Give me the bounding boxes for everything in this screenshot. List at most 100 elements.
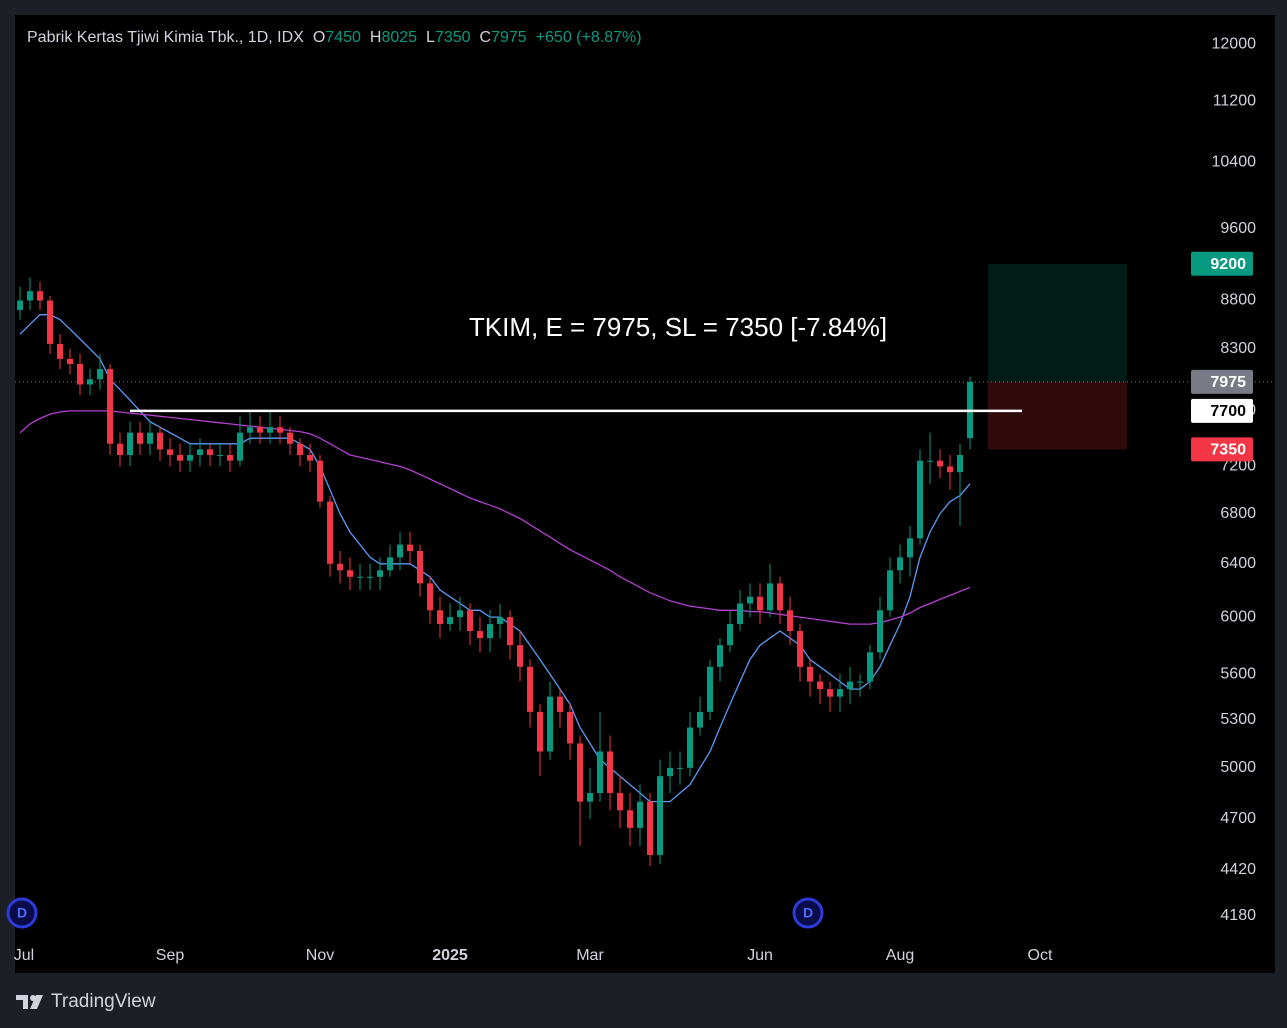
y-tick-label: 7200 (1220, 458, 1256, 475)
candle-body (547, 696, 553, 752)
ohlc-value: 7975 (491, 29, 527, 46)
candle-body (307, 455, 313, 461)
brand-logo (16, 995, 43, 1009)
candle-body (637, 801, 643, 828)
candle-body (567, 711, 573, 744)
y-tick-label: 5000 (1220, 759, 1256, 776)
candle-body (417, 550, 423, 584)
y-tick-label: 5600 (1220, 665, 1256, 682)
candle-body (327, 501, 333, 564)
candle-body (877, 610, 883, 653)
candle-body (447, 617, 453, 625)
symbol: Pabrik Kertas Tjiwi Kimia Tbk., 1D, IDX (27, 29, 304, 46)
stop-price-tag-box (1191, 437, 1253, 462)
x-tick-label: Aug (886, 947, 914, 964)
y-tick-label: 4420 (1220, 861, 1256, 878)
candle-body (687, 727, 693, 768)
candle-body (267, 427, 273, 433)
candle-body (137, 432, 143, 444)
candle-body (607, 751, 613, 794)
y-tick-label: 6400 (1220, 555, 1256, 572)
ohlc-label: O (312, 29, 326, 46)
candle-body (17, 300, 23, 310)
candle-body (97, 369, 103, 380)
candle-body (147, 432, 153, 444)
candle-body (117, 443, 123, 456)
candle-body (317, 460, 323, 502)
footer[interactable]: TradingView (16, 990, 156, 1014)
candle-body (207, 449, 213, 456)
candle-body (247, 427, 253, 433)
candle-body (497, 617, 503, 625)
candle-body (747, 596, 753, 604)
candle-body (107, 369, 113, 444)
candle-body (127, 432, 133, 456)
candle-body (347, 570, 353, 577)
candle-body (397, 544, 403, 558)
candle-body (887, 570, 893, 611)
legend-header: Pabrik Kertas Tjiwi Kimia Tbk., 1D, IDX O… (27, 29, 642, 47)
candle-body (677, 767, 683, 769)
candle-body (817, 681, 823, 690)
candle-body (237, 432, 243, 461)
candle-body (927, 460, 933, 462)
candle-body (917, 460, 923, 539)
x-tick-label: Sep (156, 947, 185, 964)
candle-body (867, 652, 873, 682)
candle-body (287, 432, 293, 444)
candle-body (827, 689, 833, 697)
candle-body (47, 300, 53, 344)
candle-body (297, 443, 303, 456)
candle-body (67, 358, 73, 364)
target-price-tag-box (1191, 251, 1253, 276)
event-marker: D (792, 897, 824, 929)
moving-average (19, 314, 971, 803)
candle-body (797, 631, 803, 667)
ohlc-value: 7350 (434, 29, 471, 46)
entry-price-tag-box (1191, 369, 1253, 394)
candle-body (897, 557, 903, 571)
candle-body (787, 610, 793, 632)
candle-body (947, 466, 953, 473)
candle-body (277, 427, 283, 433)
x-tick-label: Mar (576, 947, 604, 964)
candle-body (27, 291, 33, 301)
candle-body (377, 570, 383, 577)
candle-body (457, 610, 463, 618)
candle-body (467, 610, 473, 632)
candle-body (957, 455, 963, 473)
candle-body (837, 689, 843, 697)
candle-body (707, 666, 713, 712)
y-tick-label: 4180 (1220, 907, 1256, 924)
candle-body (527, 666, 533, 712)
y-tick-label: 5300 (1220, 711, 1256, 728)
candle-body (367, 576, 373, 578)
candle-body (337, 563, 343, 571)
candle-body (257, 427, 263, 433)
candle-body (407, 544, 413, 551)
candle-body (847, 681, 853, 690)
candle-body (37, 291, 43, 301)
candle-body (737, 603, 743, 625)
stop-zone (988, 381, 1127, 450)
candle-body (557, 696, 563, 712)
chart-panel (15, 15, 1275, 973)
candle-body (627, 810, 633, 828)
event-marker: D (6, 897, 38, 929)
x-tick-label: Jul (14, 947, 34, 964)
event-marker-icon[interactable] (792, 897, 824, 929)
event-marker-icon[interactable] (6, 897, 38, 929)
y-tick-label: 12000 (1212, 35, 1257, 52)
candle-body (757, 596, 763, 611)
ohlc-label: L (426, 29, 435, 46)
event-marker-label[interactable]: D (17, 905, 27, 921)
x-tick-label: 2025 (432, 947, 468, 964)
candle-body (57, 343, 63, 359)
ohlc-label: C (479, 29, 492, 46)
candle-body (217, 455, 223, 457)
y-tick-label: 8800 (1220, 292, 1256, 309)
event-marker-label[interactable]: D (803, 905, 813, 921)
candle-body (187, 455, 193, 461)
candle-body (657, 776, 663, 855)
